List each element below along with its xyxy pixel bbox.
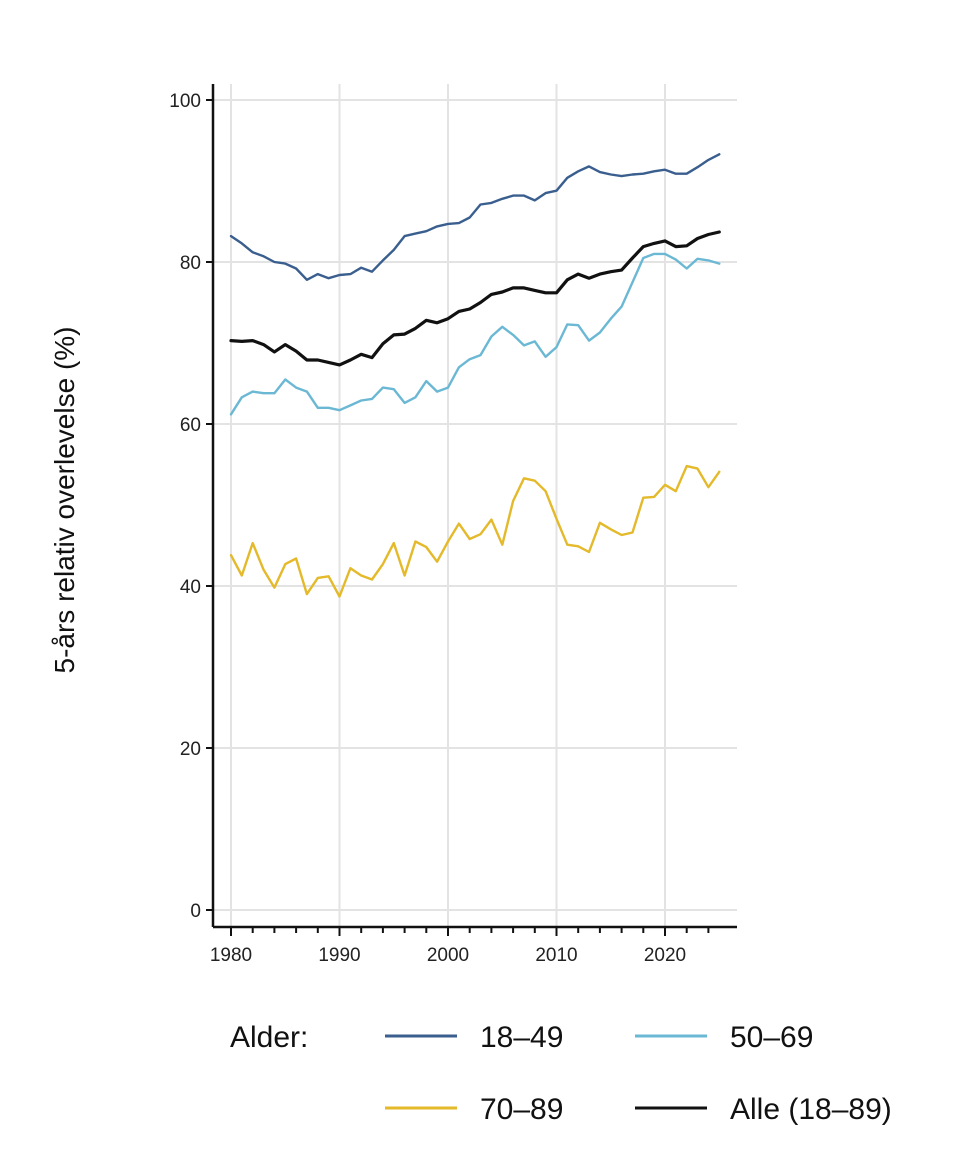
y-tick-label: 100 [169,91,201,112]
y-tick-label: 40 [180,577,201,598]
series-line-50-69 [229,252,721,416]
series-layer [229,153,721,598]
series-line-alle-18-89 [229,230,721,367]
y-tick-label: 20 [180,739,201,760]
x-tick-label: 2010 [535,945,577,966]
ticks: 0 20 40 60 80 100 1980 1990 2000 2010 2020 [169,91,710,966]
y-tick-label: 60 [180,415,201,436]
x-tick-label: 1980 [210,945,252,966]
legend-label-18-49: 18–49 [480,1021,563,1054]
legend-label-70-89: 70–89 [480,1093,563,1126]
legend-label-50-69: 50–69 [730,1021,813,1054]
legend-label-alle-18-89: Alle (18–89) [730,1093,892,1126]
y-tick-label: 0 [190,901,201,922]
axes [211,84,737,929]
y-axis-title: 5-års relativ overlevelse (%) [49,327,80,674]
series-line-18-49 [229,153,721,281]
legend-title: Alder: [230,1021,308,1054]
x-tick-label: 1990 [318,945,360,966]
y-tick-label: 80 [180,253,201,274]
x-tick-label: 2020 [644,945,686,966]
legend: Alder: 18–49 50–69 70–89 Alle (18–89) [230,1021,892,1126]
x-tick-label: 2000 [427,945,469,966]
grid [213,84,737,927]
series-line-70-89 [229,464,721,598]
